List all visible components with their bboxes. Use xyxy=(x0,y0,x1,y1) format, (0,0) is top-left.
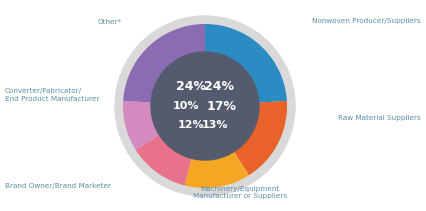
Polygon shape xyxy=(234,101,287,175)
Circle shape xyxy=(115,16,295,196)
Text: 24%: 24% xyxy=(176,80,206,92)
Polygon shape xyxy=(205,24,287,103)
Polygon shape xyxy=(184,151,249,188)
Polygon shape xyxy=(123,101,159,150)
Text: Machinery/Equipment
Manufacturer or Suppliers: Machinery/Equipment Manufacturer or Supp… xyxy=(193,185,287,199)
Polygon shape xyxy=(136,135,192,185)
Text: 13%: 13% xyxy=(202,120,228,130)
Text: Raw Material Suppliers: Raw Material Suppliers xyxy=(338,115,421,121)
Text: Converter/Fabricator/
End Product Manufacturer: Converter/Fabricator/ End Product Manufa… xyxy=(5,88,99,102)
Text: 10%: 10% xyxy=(173,101,199,111)
Text: 17%: 17% xyxy=(207,100,237,112)
Text: Brand Owner/Brand Marketer: Brand Owner/Brand Marketer xyxy=(5,183,111,189)
Text: Nonwoven Producer/Suppliers: Nonwoven Producer/Suppliers xyxy=(312,18,421,24)
Text: Other*: Other* xyxy=(98,19,122,25)
Circle shape xyxy=(151,52,259,160)
Polygon shape xyxy=(123,24,205,103)
Text: 12%: 12% xyxy=(178,120,204,130)
Text: 24%: 24% xyxy=(204,80,234,92)
